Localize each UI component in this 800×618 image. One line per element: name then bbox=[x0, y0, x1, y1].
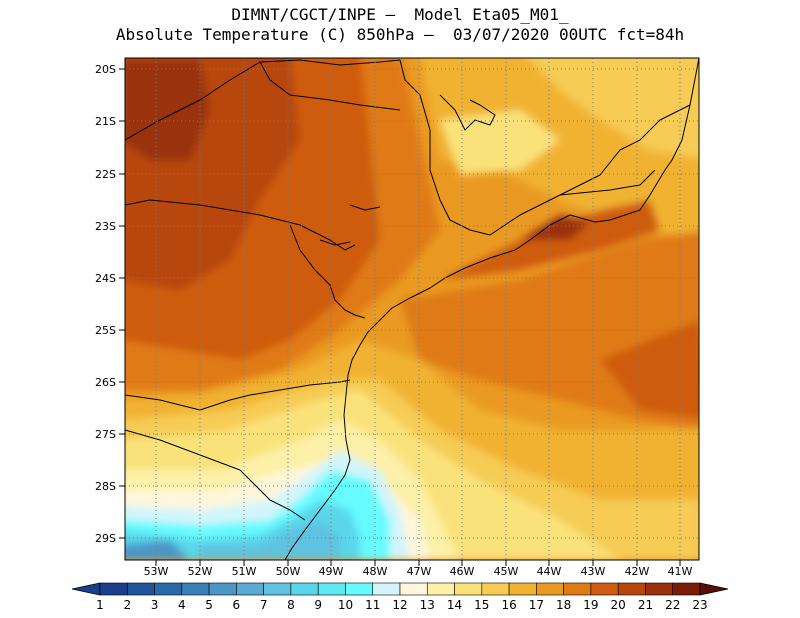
colorbar-label: 22 bbox=[665, 598, 680, 612]
colorbar-swatch bbox=[454, 582, 483, 596]
temperature-field bbox=[125, 58, 699, 560]
lon-label-53w: 53W bbox=[144, 565, 169, 578]
lat-label-28s: 28S bbox=[95, 480, 116, 493]
border-ms-mg bbox=[259, 61, 401, 111]
title-line-2: Absolute Temperature (C) 850hPa – 03/07/… bbox=[115, 25, 685, 44]
colorbar-swatch bbox=[317, 582, 346, 596]
lat-label-26s: 26S bbox=[95, 376, 116, 389]
colorbar-swatch bbox=[372, 582, 401, 596]
border-pr-sc bbox=[125, 379, 351, 411]
colorbar-swatch bbox=[536, 582, 564, 596]
colorbar-arrow-right bbox=[699, 582, 729, 596]
colorbar-label: 16 bbox=[501, 598, 516, 612]
lon-label-44w: 44W bbox=[537, 565, 562, 578]
colorbar-label: 18 bbox=[556, 598, 571, 612]
lon-label-42w: 42W bbox=[625, 565, 650, 578]
reservoir-1 bbox=[439, 94, 496, 131]
colorbar-swatch bbox=[672, 582, 701, 596]
colorbar-label: 13 bbox=[420, 598, 435, 612]
title-line-1: DIMNT/CGCT/INPE – Model Eta05_M01_ bbox=[231, 5, 569, 24]
colorbar-label: 1 bbox=[96, 598, 104, 612]
colorbar-label: 11 bbox=[365, 598, 380, 612]
colorbar-label: 19 bbox=[583, 598, 598, 612]
lat-label-23s: 23S bbox=[95, 220, 116, 233]
colorbar-label: 8 bbox=[287, 598, 295, 612]
border-sp-pr bbox=[289, 224, 366, 319]
lon-label-49w: 49W bbox=[319, 565, 344, 578]
colorbar: 1 2 3 4 5 6 7 8 9 10 11 12 13 14 15 16 17 18 19 20 21 22 23 bbox=[71, 582, 729, 612]
border-mg-rj bbox=[399, 59, 656, 236]
lon-label-45w: 45W bbox=[494, 565, 519, 578]
reservoir-3 bbox=[349, 204, 381, 211]
colorbar-label: 3 bbox=[151, 598, 159, 612]
field-northeast-pale bbox=[440, 110, 560, 175]
colorbar-swatch bbox=[290, 582, 319, 596]
lat-label-22s: 22S bbox=[95, 168, 116, 181]
lat-label-29s: 29S bbox=[95, 532, 116, 545]
colorbar-label: 5 bbox=[205, 598, 213, 612]
colorbar-label: 4 bbox=[178, 598, 186, 612]
colorbar-arrow-left bbox=[71, 582, 101, 596]
lon-label-52w: 52W bbox=[188, 565, 213, 578]
colorbar-swatch bbox=[345, 582, 374, 596]
lon-label-51w: 51W bbox=[232, 565, 257, 578]
lat-label-20s: 20S bbox=[95, 63, 116, 76]
longitude-axis: 53W 52W 51W 50W 49W 48W 47W 46W 45W 44W … bbox=[144, 560, 693, 578]
colorbar-swatch bbox=[426, 582, 455, 596]
lon-label-41w: 41W bbox=[668, 565, 693, 578]
coastline bbox=[284, 58, 699, 560]
lat-label-24s: 24S bbox=[95, 272, 116, 285]
colorbar-swatch bbox=[617, 582, 646, 596]
colorbar-swatch bbox=[208, 582, 237, 596]
field-nw-core bbox=[125, 60, 210, 160]
lat-label-21s: 21S bbox=[95, 115, 116, 128]
colorbar-swatch bbox=[126, 582, 155, 596]
lon-label-43w: 43W bbox=[581, 565, 606, 578]
field-ocean-core bbox=[600, 320, 699, 419]
lon-label-47w: 47W bbox=[407, 565, 432, 578]
colorbar-swatch bbox=[154, 582, 183, 596]
colorbar-label: 10 bbox=[338, 598, 353, 612]
lat-label-27s: 27S bbox=[95, 428, 116, 441]
colorbar-label: 6 bbox=[233, 598, 241, 612]
field-sp-core bbox=[520, 215, 590, 240]
colorbar-swatch bbox=[181, 582, 210, 596]
colorbar-label: 23 bbox=[692, 598, 707, 612]
colorbar-swatch bbox=[508, 582, 537, 596]
lon-label-48w: 48W bbox=[363, 565, 388, 578]
colorbar-swatch bbox=[399, 582, 428, 596]
field-cold-4 bbox=[125, 540, 190, 560]
colorbar-swatch bbox=[99, 582, 128, 596]
colorbar-label: 20 bbox=[611, 598, 626, 612]
border-ms-pr bbox=[125, 199, 356, 251]
map-frame bbox=[124, 57, 700, 561]
colorbar-label: 14 bbox=[447, 598, 462, 612]
colorbar-swatch bbox=[645, 582, 674, 596]
colorbar-label: 2 bbox=[123, 598, 131, 612]
latitude-axis: 20S 21S 22S 23S 24S 25S 26S 27S 28S 29S bbox=[95, 63, 125, 545]
colorbar-swatch bbox=[236, 582, 264, 596]
colorbar-swatch bbox=[481, 582, 510, 596]
border-sc-rs bbox=[125, 429, 306, 521]
lon-label-50w: 50W bbox=[276, 565, 301, 578]
lon-label-46w: 46W bbox=[450, 565, 475, 578]
colorbar-swatch bbox=[590, 582, 619, 596]
colorbar-swatch bbox=[563, 582, 592, 596]
colorbar-swatch bbox=[263, 582, 292, 596]
reservoir-2 bbox=[319, 239, 351, 246]
lat-label-25s: 25S bbox=[95, 324, 116, 337]
colorbar-label: 12 bbox=[392, 598, 407, 612]
colorbar-label: 17 bbox=[529, 598, 544, 612]
colorbar-label: 21 bbox=[638, 598, 653, 612]
colorbar-label: 9 bbox=[314, 598, 322, 612]
field-northeast-light bbox=[528, 58, 699, 159]
colorbar-label: 15 bbox=[474, 598, 489, 612]
colorbar-label: 7 bbox=[260, 598, 268, 612]
